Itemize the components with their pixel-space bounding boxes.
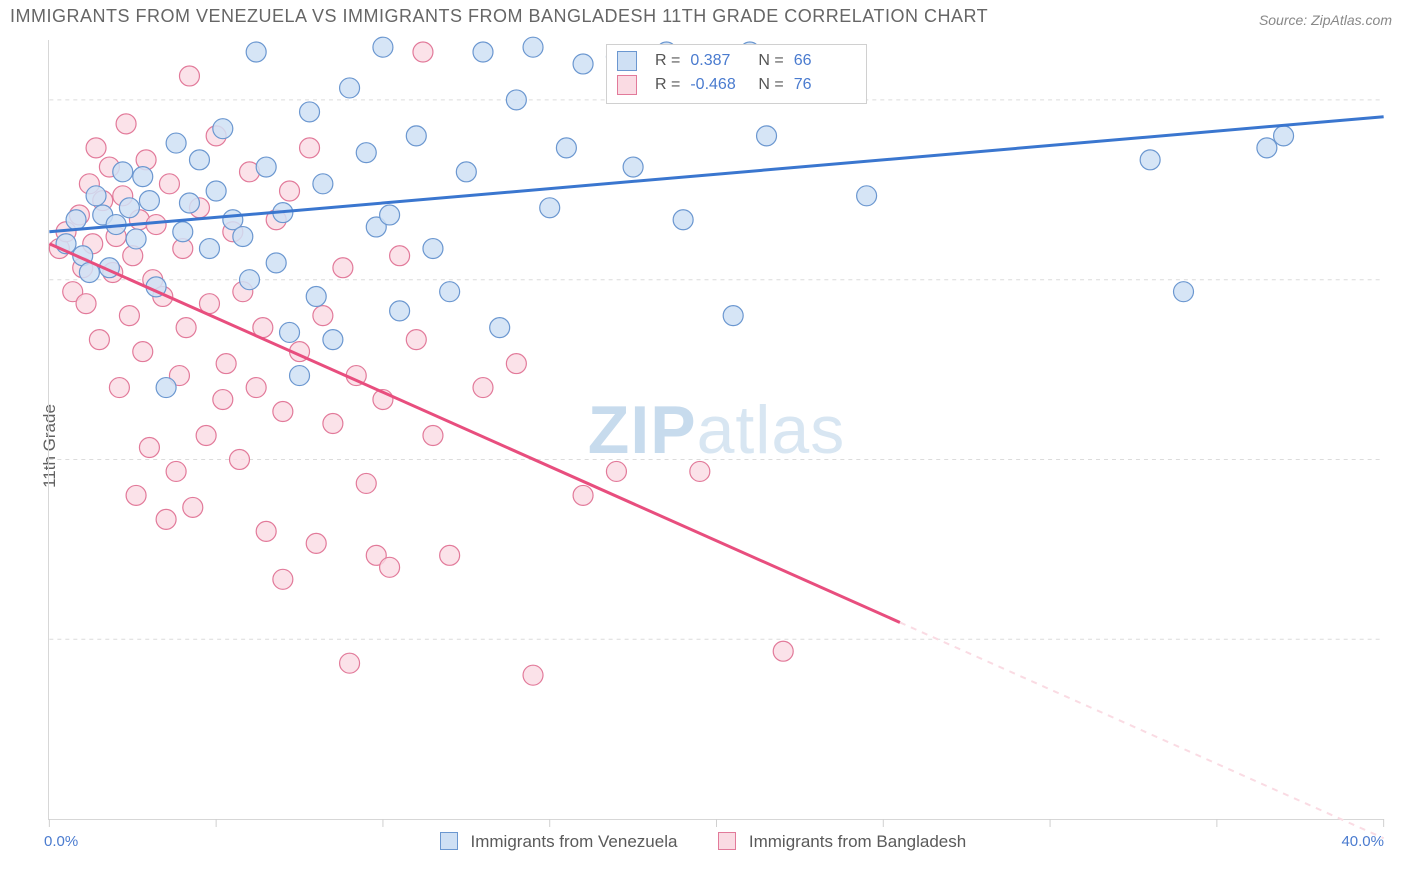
n-label: N = [758,52,783,70]
source-attribution: Source: ZipAtlas.com [1259,12,1392,28]
y-tick-label: 85.0% [1394,452,1406,469]
legend-swatch-venezuela [617,51,637,71]
bottom-legend-venezuela: Immigrants from Venezuela [440,832,678,852]
bottom-swatch-venezuela [440,832,458,850]
chart-title: IMMIGRANTS FROM VENEZUELA VS IMMIGRANTS … [10,6,988,27]
legend-row-bangladesh: R = -0.468 N = 76 [617,73,852,97]
r-label: R = [655,52,680,70]
y-tick-label: 77.5% [1394,632,1406,649]
chart-plot-area: ZIPatlas 77.5%85.0%92.5%100.0% [48,40,1384,820]
correlation-legend-box: R = 0.387 N = 66 R = -0.468 N = 76 [606,44,867,104]
n-label: N = [758,76,783,94]
n-value-venezuela: 66 [794,52,852,70]
n-value-bangladesh: 76 [794,76,852,94]
plot-svg [49,40,1384,819]
bottom-swatch-bangladesh [718,832,736,850]
legend-row-venezuela: R = 0.387 N = 66 [617,49,852,73]
r-value-venezuela: 0.387 [690,52,748,70]
r-value-bangladesh: -0.468 [690,76,748,94]
bottom-legend-venezuela-label: Immigrants from Venezuela [471,832,678,851]
y-tick-label: 100.0% [1394,92,1406,109]
legend-swatch-bangladesh [617,75,637,95]
y-tick-label: 92.5% [1394,272,1406,289]
bottom-legend-bangladesh: Immigrants from Bangladesh [718,832,966,852]
bottom-legend-bangladesh-label: Immigrants from Bangladesh [749,832,966,851]
bottom-legend: Immigrants from Venezuela Immigrants fro… [0,832,1406,852]
r-label: R = [655,76,680,94]
